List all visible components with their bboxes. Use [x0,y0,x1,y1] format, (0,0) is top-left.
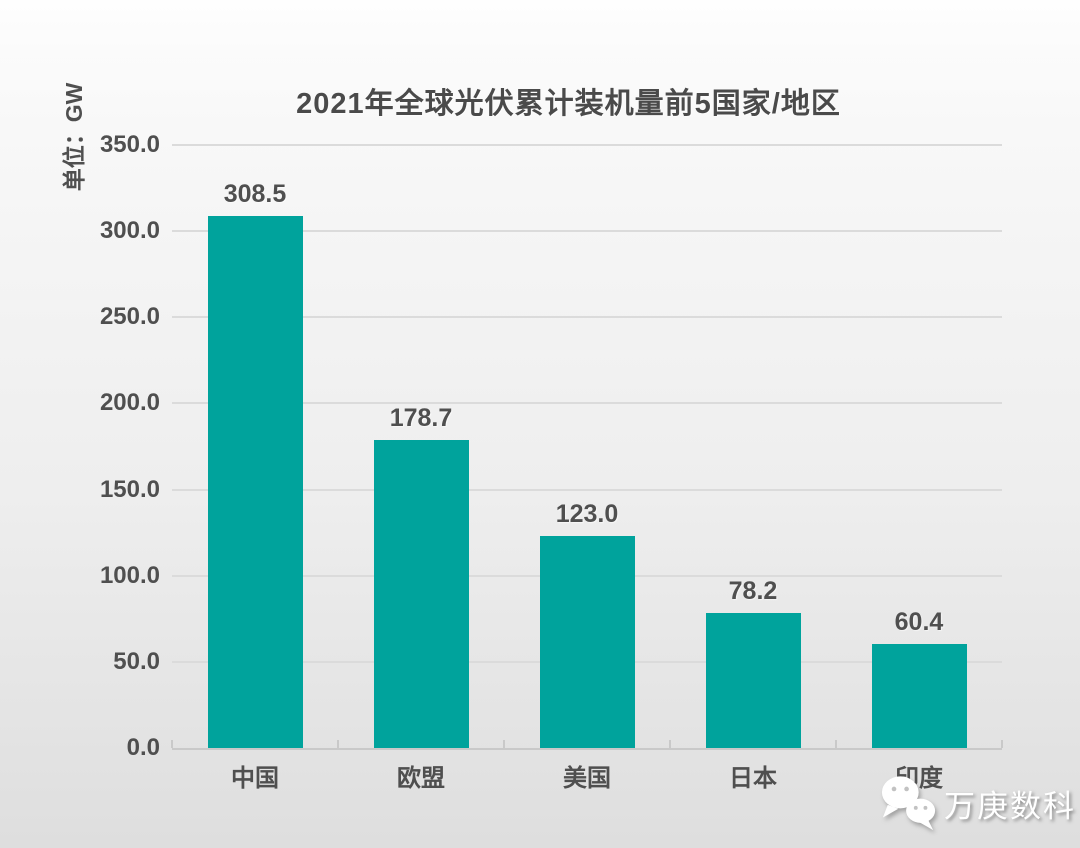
gridline [172,230,1002,233]
x-axis-tick [1001,740,1003,748]
gridline [172,402,1002,405]
x-axis-category-label: 欧盟 [397,765,445,792]
y-axis-tick-label: 150.0 [99,475,160,503]
bar-value-label: 308.5 [223,180,287,209]
x-axis-category-label: 印度 [895,765,943,792]
gridline [172,488,1002,491]
y-axis-tick-label: 100.0 [99,561,160,589]
bar [871,643,967,748]
chart-title: 2021年全球光伏累计装机量前5国家/地区 [296,88,841,120]
y-axis-tick-label: 50.0 [113,647,160,675]
x-axis-category-label: 日本 [729,765,777,792]
y-axis-tick-label: 250.0 [99,303,160,331]
x-axis-tick [337,740,339,748]
y-axis-tick-label: 0.0 [126,734,160,761]
x-axis-category-label: 美国 [563,765,611,792]
bar-value-label: 60.4 [894,607,944,636]
y-axis-tick-label: 350.0 [99,131,160,158]
gridline [172,144,1002,146]
y-axis-tick-label: 200.0 [99,389,160,417]
bar [539,536,635,748]
x-axis-line [172,748,1002,750]
y-axis-tick-label: 300.0 [99,217,160,245]
x-axis-tick [835,740,837,748]
bar-value-label: 178.7 [389,404,453,433]
bar [373,440,469,748]
x-axis-tick [171,740,173,748]
bar-value-label: 123.0 [555,500,619,529]
x-axis-tick [669,740,671,748]
x-axis-category-label: 中国 [231,765,279,792]
gridline [172,316,1002,319]
x-axis-tick [503,740,505,748]
bar-value-label: 78.2 [728,577,778,606]
bar [705,613,801,748]
bar [207,216,303,748]
